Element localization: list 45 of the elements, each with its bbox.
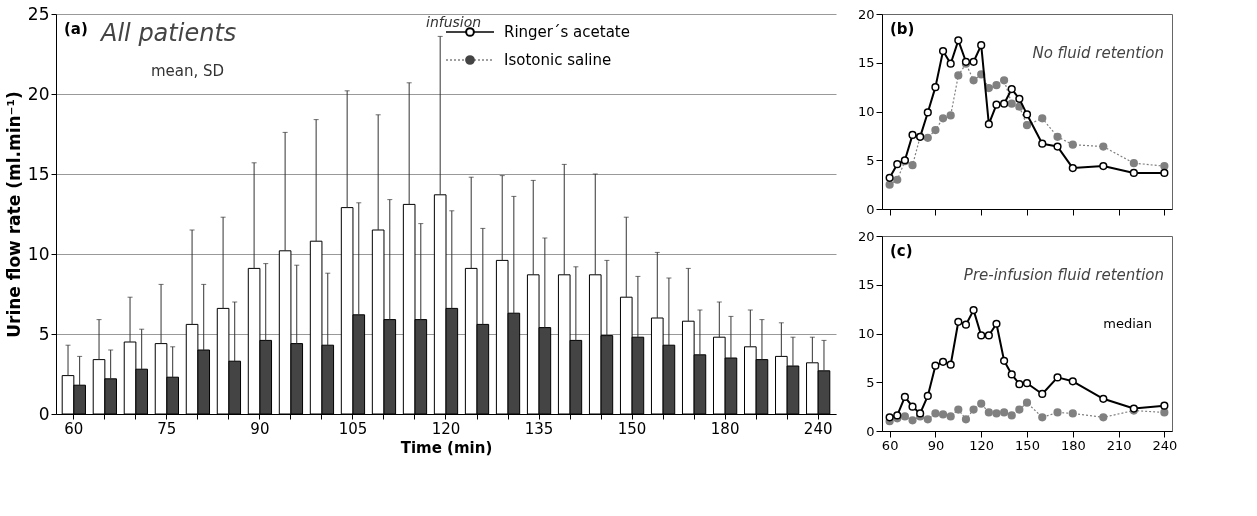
y-tick-label: 5 bbox=[866, 374, 875, 390]
x-tick-label: 135 bbox=[524, 419, 554, 438]
y-tick-label: 25 bbox=[27, 3, 50, 24]
annotation: infusion bbox=[426, 14, 482, 30]
y-tick-label: 5 bbox=[38, 323, 50, 344]
x-tick-label: 90 bbox=[250, 419, 270, 438]
x-tick-label: 120 bbox=[431, 419, 461, 438]
chart-subtitle: All patients bbox=[99, 19, 237, 47]
y-tick-label: 20 bbox=[27, 83, 50, 104]
chart-title: (c) bbox=[890, 242, 913, 260]
text: Pre-infusion fluid retention bbox=[963, 266, 1164, 284]
y-tick-label: 15 bbox=[27, 163, 50, 184]
y-tick-label: 10 bbox=[857, 326, 875, 341]
chart-title: (b) bbox=[890, 20, 915, 38]
y-tick-label: 20 bbox=[857, 6, 875, 22]
annotation: median bbox=[1103, 315, 1152, 331]
y-tick-label: 0 bbox=[866, 201, 875, 217]
legend-label: Isotonic saline bbox=[504, 51, 612, 69]
chart-title: (a) bbox=[64, 20, 88, 38]
y-tick-label: 0 bbox=[866, 423, 875, 439]
x-tick-label: 240 bbox=[803, 419, 833, 438]
x-tick-label: 180 bbox=[710, 419, 740, 438]
x-tick-label: 150 bbox=[1015, 437, 1040, 453]
x-tick-label: 210 bbox=[1106, 437, 1132, 453]
y-axis-title: Urine flow rate (ml.min⁻¹) bbox=[3, 91, 24, 338]
x-tick-label: 180 bbox=[1060, 437, 1086, 453]
x-tick-label: 150 bbox=[617, 419, 647, 438]
x-tick-label: 120 bbox=[969, 437, 995, 453]
x-tick-label: 75 bbox=[157, 419, 177, 438]
x-tick-label: 60 bbox=[64, 419, 84, 438]
y-tick-label: 15 bbox=[857, 55, 875, 71]
x-axis-title: Time (min) bbox=[400, 438, 493, 457]
x-tick-label: 60 bbox=[881, 437, 899, 453]
y-tick-label: 0 bbox=[38, 403, 50, 424]
y-tick-label: 10 bbox=[27, 243, 50, 264]
text: No fluid retention bbox=[1032, 44, 1164, 62]
x-tick-label: 90 bbox=[927, 437, 945, 453]
y-tick-label: 20 bbox=[857, 228, 875, 244]
x-tick-label: 105 bbox=[338, 419, 368, 438]
y-tick-label: 5 bbox=[866, 152, 875, 168]
annotation: mean, SD bbox=[151, 62, 225, 80]
x-tick-label: 240 bbox=[1152, 437, 1178, 453]
y-tick-label: 15 bbox=[857, 277, 875, 293]
legend-label: Ringer´s acetate bbox=[504, 23, 630, 41]
y-tick-label: 10 bbox=[857, 104, 875, 119]
